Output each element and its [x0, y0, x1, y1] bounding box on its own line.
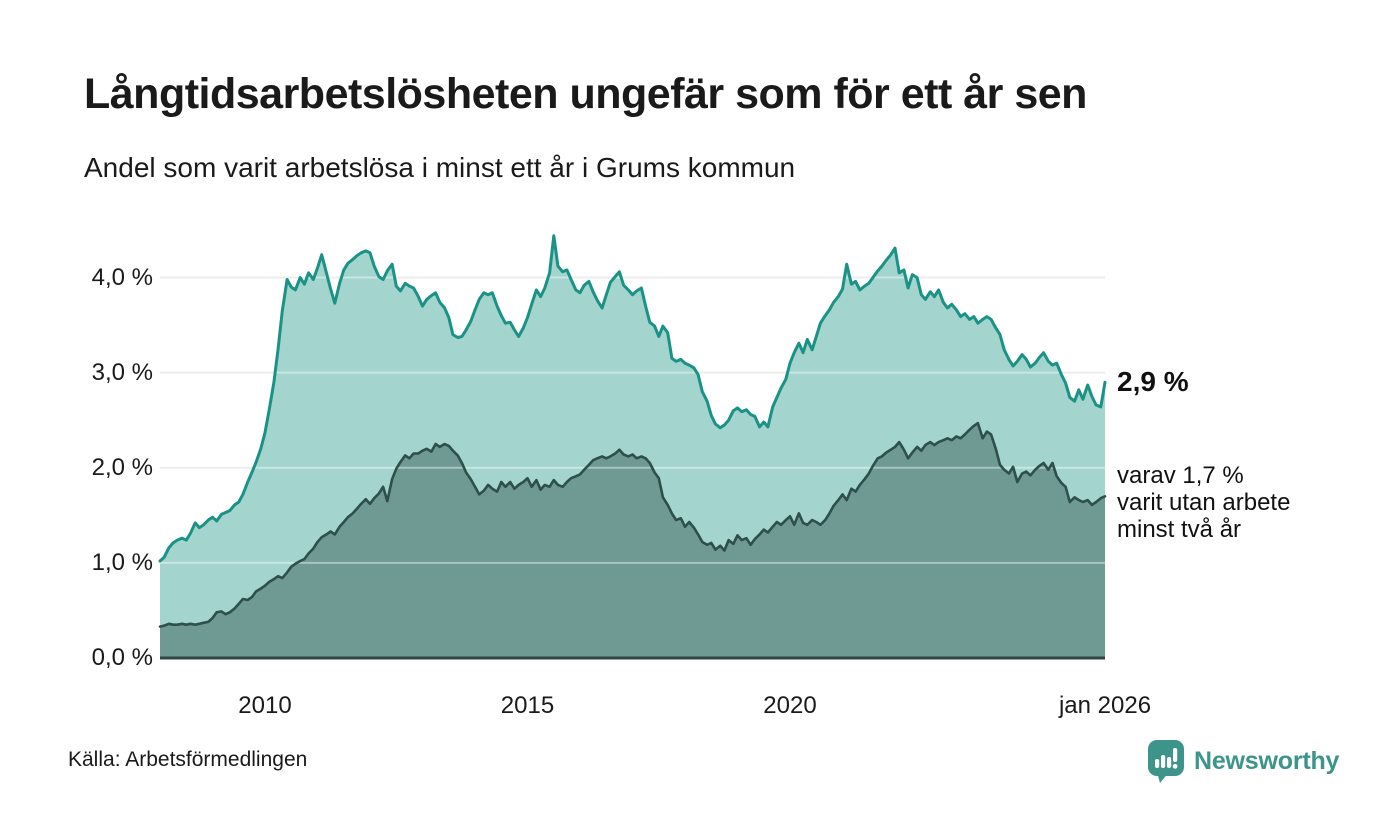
- page-title: Långtidsarbetslösheten ungefär som för e…: [84, 70, 1087, 118]
- source-credit: Källa: Arbetsförmedlingen: [68, 748, 308, 771]
- chart-subtitle: Andel som varit arbetslösa i minst ett å…: [84, 152, 796, 183]
- newsworthy-brand-name: Newsworthy: [1194, 746, 1340, 775]
- y-axis-tick-label: 1,0 %: [91, 548, 153, 576]
- y-axis-tick-label: 2,0 %: [91, 453, 153, 481]
- line-series-0: [158, 234, 1107, 563]
- y-axis-tick-label: 0,0 %: [91, 644, 153, 671]
- line-series-1: [158, 421, 1107, 628]
- x-axis-tick-label: 2020: [763, 692, 817, 719]
- x-axis-tick-label: 2010: [238, 692, 292, 719]
- x-axis-tick-label: 2015: [500, 692, 555, 719]
- y-axis-tick-label: 4,0 %: [91, 263, 153, 291]
- newsworthy-brand: Newsworthy: [1146, 738, 1339, 784]
- newsworthy-logo-icon: [1146, 738, 1186, 784]
- y-axis-tick-label: 3,0 %: [91, 358, 153, 386]
- latest-total-annotation: 2,9 %: [1117, 366, 1189, 397]
- latest-two-year-annotation: varav 1,7 % varit utan arbete minst två …: [1117, 462, 1291, 543]
- x-axis-tick-label: jan 2026: [1058, 692, 1152, 719]
- area-series-1: [160, 423, 1105, 658]
